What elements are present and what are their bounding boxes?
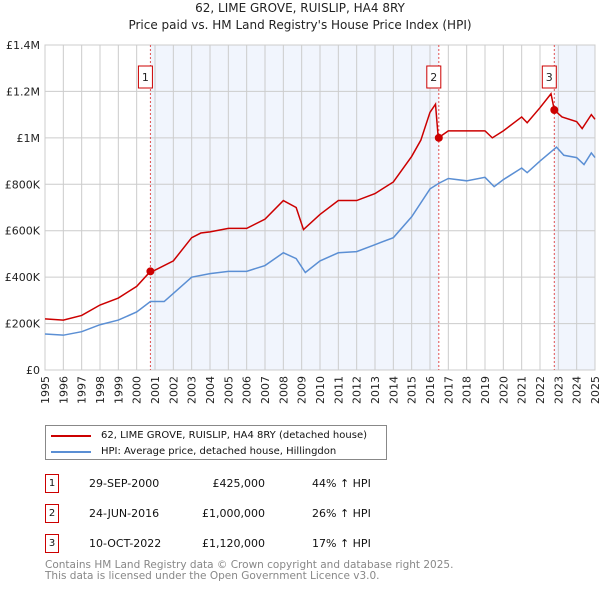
- x-tick-label: 2014: [387, 376, 400, 404]
- x-tick-label: 1996: [57, 376, 70, 404]
- x-tick-label: 2011: [332, 376, 345, 404]
- sale-hpi-change: 17% ↑ HPI: [312, 537, 371, 550]
- sale-label: 3: [546, 71, 553, 84]
- sale-label: 1: [142, 71, 149, 84]
- series-line: [44, 92, 596, 321]
- x-tick-label: 2013: [369, 376, 382, 404]
- x-tick-label: 2022: [534, 376, 547, 404]
- x-tick-label: 1995: [39, 376, 52, 404]
- x-tick-label: 2012: [351, 376, 364, 404]
- y-tick-label: £1M: [17, 132, 41, 145]
- sale-date: 10-OCT-2022: [89, 537, 162, 550]
- series-line: [44, 146, 596, 336]
- plot-border: [44, 44, 596, 371]
- sale-point: [434, 133, 443, 142]
- sale-date: 29-SEP-2000: [89, 477, 160, 490]
- plot-area: 1995 1996 1997 1998 1999 2000 2001 2002 2003 2004…: [5, 39, 600, 404]
- sale-point: [146, 267, 155, 276]
- legend: 62, LIME GROVE, RUISLIP, HA4 8RY (detach…: [45, 425, 387, 460]
- x-tick-label: 2002: [167, 376, 180, 404]
- y-tick-label: £800K: [5, 178, 41, 191]
- legend-swatch-hpi: [51, 450, 91, 453]
- shaded-period-2: [554, 45, 595, 370]
- x-tick-label: 2015: [406, 376, 419, 404]
- legend-label-property: 62, LIME GROVE, RUISLIP, HA4 8RY (detach…: [101, 430, 367, 441]
- y-tick-label: £600K: [5, 225, 41, 238]
- x-tick-label: 2007: [259, 376, 272, 404]
- chart-subtitle: Price paid vs. HM Land Registry's House …: [128, 18, 472, 32]
- x-tick-label: 2000: [131, 376, 144, 404]
- x-tick-label: 2001: [149, 376, 162, 404]
- x-tick-label: 2024: [571, 376, 584, 404]
- x-tick-label: 2018: [461, 376, 474, 404]
- sale-price: £425,000: [212, 477, 266, 490]
- sale-hpi-change: 26% ↑ HPI: [312, 507, 371, 520]
- y-tick-label: £200K: [5, 318, 41, 331]
- x-tick-label: 1999: [112, 376, 125, 404]
- x-tick-label: 1997: [76, 376, 89, 404]
- sale-label-box: [541, 65, 557, 89]
- sale-price: £1,120,000: [202, 537, 265, 550]
- sale-badge: 1: [45, 474, 59, 493]
- sale-price: £1,000,000: [202, 507, 265, 520]
- sale-label-box: [426, 65, 442, 89]
- x-tick-label: 2004: [204, 376, 217, 404]
- x-tick-label: 2017: [442, 376, 455, 404]
- x-tick-label: 2016: [424, 376, 437, 404]
- x-tick-label: 2006: [241, 376, 254, 404]
- x-tick-label: 2008: [277, 376, 290, 404]
- y-tick-label: £0: [26, 364, 40, 377]
- sale-row: 1 29-SEP-2000 £425,000 44% ↑ HPI: [45, 474, 465, 494]
- sale-label-box: [137, 65, 153, 89]
- x-tick-label: 2021: [516, 376, 529, 404]
- sale-date: 24-JUN-2016: [89, 507, 160, 520]
- legend-label-hpi: HPI: Average price, detached house, Hill…: [101, 446, 337, 457]
- x-tick-label: 2009: [296, 376, 309, 404]
- x-tick-label: 2020: [497, 376, 510, 404]
- x-tick-label: 2025: [589, 376, 600, 404]
- y-tick-label: £1.2M: [6, 85, 40, 98]
- sale-row: 3 10-OCT-2022 £1,120,000 17% ↑ HPI: [45, 534, 465, 554]
- x-tick-label: 2003: [186, 376, 199, 404]
- sale-point: [550, 106, 559, 114]
- x-tick-label: 2005: [222, 376, 235, 404]
- y-tick-label: £400K: [5, 271, 41, 284]
- sale-hpi-change: 44% ↑ HPI: [312, 477, 371, 490]
- x-tick-label: 2010: [314, 376, 327, 404]
- sale-badge: 3: [45, 534, 59, 553]
- sale-badge: 2: [45, 504, 59, 523]
- x-tick-label: 1998: [94, 376, 107, 404]
- y-tick-label: £1.4M: [6, 39, 40, 52]
- sale-label: 2: [430, 71, 437, 84]
- footer-copyright: Contains HM Land Registry data © Crown c…: [45, 559, 454, 571]
- legend-swatch-property: [51, 434, 91, 437]
- chart-title: 62, LIME GROVE, RUISLIP, HA4 8RY: [195, 1, 405, 15]
- x-tick-label: 2023: [552, 376, 565, 404]
- x-tick-label: 2019: [479, 376, 492, 404]
- sale-row: 2 24-JUN-2016 £1,000,000 26% ↑ HPI: [45, 504, 465, 524]
- footer-licence: This data is licensed under the Open Gov…: [45, 570, 380, 582]
